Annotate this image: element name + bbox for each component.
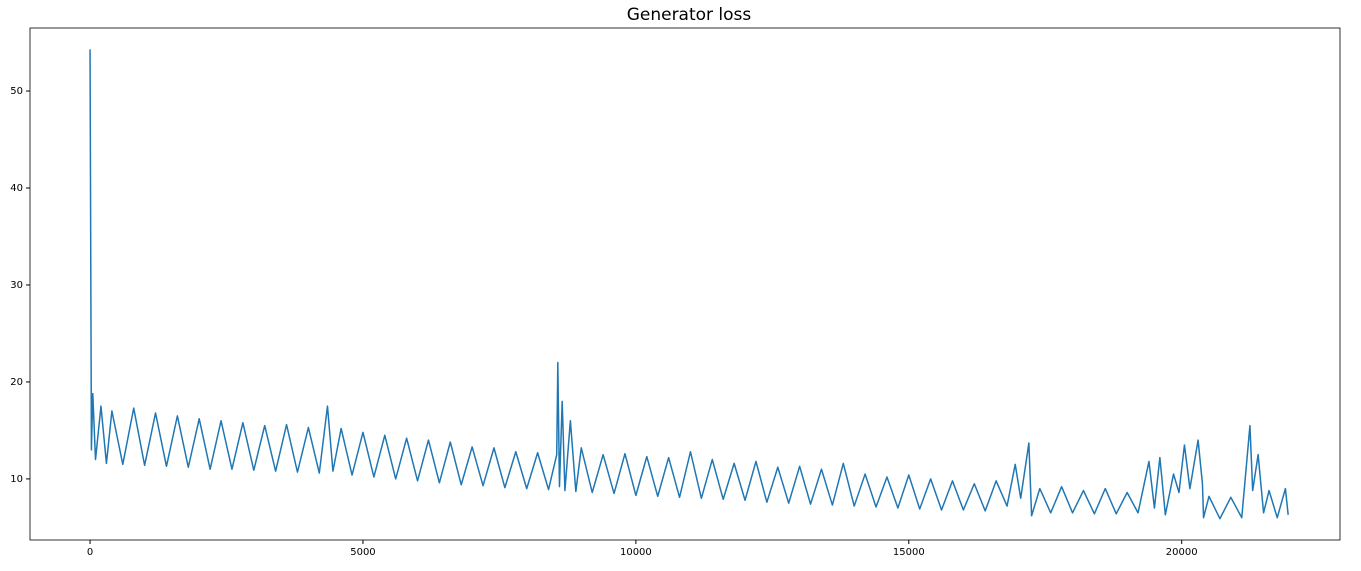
y-tick-label: 20 — [10, 377, 23, 388]
y-tick-label: 40 — [10, 183, 23, 194]
x-tick-label: 20000 — [1166, 547, 1198, 558]
x-tick-label: 5000 — [350, 547, 375, 558]
plot-frame — [29, 27, 1341, 541]
y-tick-label: 50 — [10, 86, 23, 97]
y-tick-label: 30 — [10, 280, 23, 291]
y-tick-label: 10 — [10, 474, 23, 485]
line-series — [89, 49, 1289, 520]
x-tick-label: 0 — [87, 547, 93, 558]
x-tick-label: 15000 — [893, 547, 925, 558]
chart-title: Generator loss — [627, 5, 752, 25]
x-tick-label: 10000 — [620, 547, 652, 558]
